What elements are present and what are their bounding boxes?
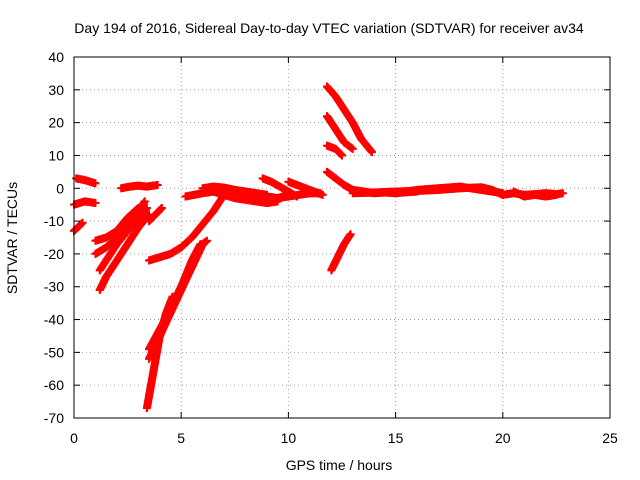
data-point: [368, 148, 377, 157]
y-tick-label: 40: [48, 49, 64, 65]
data-series: [402, 182, 507, 198]
y-tick-label: -30: [44, 279, 64, 295]
data-marks: [70, 82, 567, 413]
data-series: [91, 203, 143, 245]
x-tick-label: 15: [388, 430, 404, 446]
y-tick-label: -20: [44, 246, 64, 262]
data-point: [198, 240, 207, 249]
data-point: [153, 180, 162, 189]
data-series: [145, 203, 166, 226]
y-tick-label: -60: [44, 377, 64, 393]
data-series: [72, 174, 100, 188]
data-point: [346, 230, 355, 239]
data-series: [258, 174, 301, 201]
data-series: [327, 230, 355, 275]
data-point: [91, 179, 100, 188]
x-tick-label: 0: [70, 430, 78, 446]
axis-ticks: 0 5 10 15 20 25 -70 -60 -50 -40 -30 -20 -10 0 10 20 30 40: [44, 49, 618, 446]
data-series: [284, 177, 327, 199]
y-tick-label: 0: [56, 180, 64, 196]
data-point: [140, 197, 149, 206]
x-axis-label: GPS time / hours: [286, 457, 393, 473]
x-tick-label: 25: [602, 430, 618, 446]
x-tick-label: 20: [495, 430, 511, 446]
data-point: [348, 144, 357, 153]
data-point: [552, 190, 561, 199]
data-point: [202, 236, 211, 245]
y-tick-label: -50: [44, 344, 64, 360]
data-point: [78, 218, 87, 227]
x-tick-label: 5: [177, 430, 185, 446]
data-series: [145, 190, 229, 265]
data-series: [95, 203, 151, 275]
data-series: [322, 112, 357, 153]
data-point: [558, 189, 567, 198]
y-axis-label: SDTVAR / TECUs: [4, 182, 20, 294]
data-series: [155, 240, 207, 340]
y-tick-label: -40: [44, 312, 64, 328]
y-tick-label: 10: [48, 147, 64, 163]
data-point: [318, 190, 327, 199]
data-series: [322, 82, 377, 157]
data-series: [117, 180, 162, 193]
plot-frame: [73, 56, 611, 419]
data-point: [338, 151, 346, 160]
y-tick-label: 30: [48, 82, 64, 98]
y-tick-label: -70: [44, 410, 64, 426]
y-tick-label: 20: [48, 115, 64, 131]
data-series: [509, 187, 561, 201]
data-point: [292, 192, 301, 201]
data-series: [95, 210, 154, 295]
chart-title: Day 194 of 2016, Sidereal Day-to-day VTE…: [74, 20, 584, 36]
data-point: [142, 203, 151, 212]
data-point: [157, 203, 166, 212]
data-series: [322, 141, 346, 160]
data-point: [91, 199, 100, 208]
y-tick-label: -10: [44, 213, 64, 229]
x-tick-label: 10: [281, 430, 297, 446]
